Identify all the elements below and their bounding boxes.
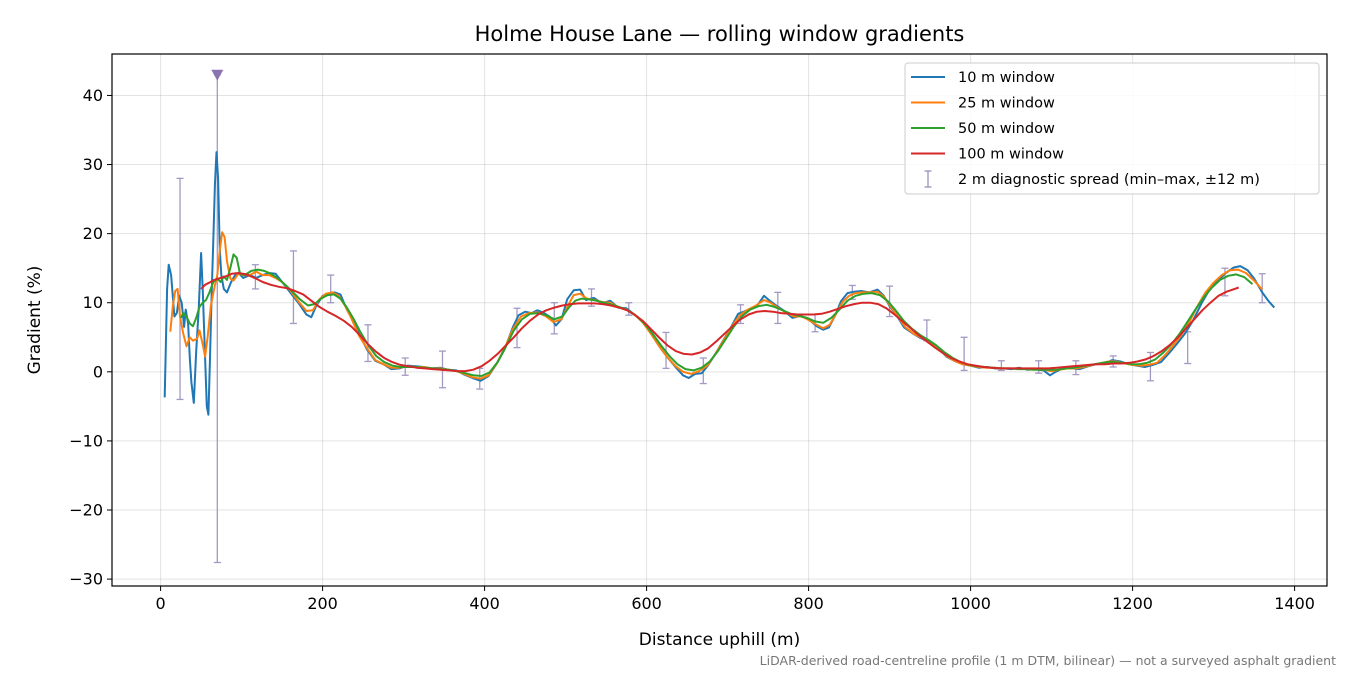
y-tick-label: −10 bbox=[69, 431, 103, 450]
footnote: LiDAR-derived road-centreline profile (1… bbox=[760, 653, 1336, 668]
x-tick-label: 1400 bbox=[1274, 594, 1315, 613]
series-line bbox=[169, 231, 1263, 380]
legend-label: 25 m window bbox=[958, 96, 1055, 112]
plot-frame bbox=[111, 53, 1328, 587]
legend-box bbox=[904, 62, 1320, 195]
y-tick-label: 10 bbox=[83, 293, 103, 312]
clipped-spread-marker bbox=[211, 69, 224, 81]
x-tick-label: 200 bbox=[307, 594, 338, 613]
axis-ticks: 0 200 400 600 800 1000 1200 1400 −30 −20 −10 0 10 20 3… bbox=[69, 86, 1315, 613]
x-tick-label: 1000 bbox=[950, 594, 991, 613]
spread-bar bbox=[1035, 360, 1043, 374]
y-tick-label: 20 bbox=[83, 224, 103, 243]
x-axis-label: Distance uphill (m) bbox=[639, 630, 800, 650]
spread-bar bbox=[513, 307, 521, 349]
legend-label: 100 m window bbox=[958, 147, 1064, 163]
x-tick-label: 800 bbox=[793, 594, 824, 613]
y-axis-label: Gradient (%) bbox=[25, 266, 45, 375]
chart-title: Holme House Lane — rolling window gradie… bbox=[475, 22, 965, 46]
legend-label: 2 m diagnostic spread (min–max, ±12 m) bbox=[958, 172, 1260, 188]
x-tick-label: 1200 bbox=[1112, 594, 1153, 613]
spread-bar bbox=[176, 177, 184, 401]
legend-label: 50 m window bbox=[958, 121, 1055, 137]
spread-bar bbox=[289, 250, 297, 325]
series-line bbox=[200, 272, 1240, 373]
y-tick-label: 30 bbox=[83, 155, 103, 174]
x-tick-label: 600 bbox=[631, 594, 662, 613]
legend-spread-swatch bbox=[924, 170, 932, 188]
y-tick-label: 0 bbox=[93, 362, 103, 381]
y-tick-label: 40 bbox=[83, 86, 103, 105]
spread-bar bbox=[213, 74, 221, 564]
x-tick-label: 400 bbox=[469, 594, 500, 613]
series-lines bbox=[163, 151, 1276, 416]
series-line bbox=[179, 253, 1254, 377]
y-tick-label: −20 bbox=[69, 501, 103, 520]
legend: 10 m window 25 m window 50 m window 100 m w… bbox=[904, 62, 1320, 195]
y-tick-label: −30 bbox=[69, 570, 103, 589]
spread-bar bbox=[1184, 331, 1192, 365]
spread-bar bbox=[327, 274, 335, 304]
legend-label: 10 m window bbox=[958, 70, 1055, 86]
x-tick-label: 0 bbox=[156, 594, 166, 613]
